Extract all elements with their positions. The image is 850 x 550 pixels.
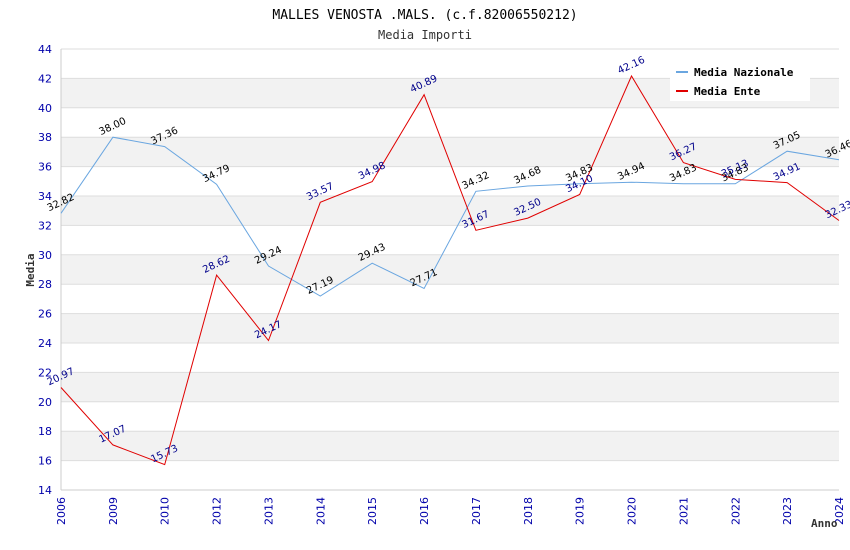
x-tick-label: 2012 [211,497,224,525]
series-lines [60,74,840,466]
grid-band [61,372,839,402]
x-axis-ticks: 2006 2009 2010 2012 2013 2014 2015 2016 2017 2018… [55,497,846,525]
x-tick-label: 2016 [418,497,431,525]
x-tick-label: 2019 [574,497,587,525]
y-tick-label: 34 [38,190,52,203]
y-tick-label: 42 [38,72,52,85]
y-tick-label: 32 [38,219,52,232]
grid-lines [60,48,839,491]
y-tick-label: 18 [38,425,52,438]
x-axis-label: Anno [811,517,838,530]
x-tick-label: 2018 [522,497,535,525]
x-tick-label: 2022 [729,497,742,525]
series-line-nazionale [60,136,840,297]
x-tick-label: 2009 [107,497,120,525]
data-label: 34.32 [461,170,492,192]
y-tick-label: 16 [38,455,52,468]
x-tick-label: 2006 [55,497,68,525]
chart-subtitle: Media Importi [378,28,472,42]
x-tick-label: 2021 [677,497,690,525]
data-label: 34.68 [512,165,543,187]
x-tick-label: 2020 [626,497,639,525]
y-tick-label: 22 [38,366,52,379]
y-tick-label: 30 [38,249,52,262]
legend-label: Media Ente [694,85,761,98]
grid-band [61,196,839,226]
legend-label: Media Nazionale [694,66,794,79]
grid-band [61,431,839,461]
y-tick-label: 44 [38,43,52,56]
legend: Media Nazionale Media Ente [670,60,810,101]
y-axis-ticks: 14 16 18 20 22 24 26 28 30 32 34 36 38 40 42 44 [38,43,52,497]
y-tick-label: 26 [38,308,52,321]
chart-title: MALLES VENOSTA .MALS. (c.f.82006550212) [272,8,577,23]
x-tick-label: 2014 [314,497,327,525]
series-line-ente [60,74,840,466]
x-tick-label: 2023 [781,497,794,525]
y-tick-label: 36 [38,161,52,174]
y-tick-label: 20 [38,396,52,409]
data-label: 38.00 [97,116,128,138]
legend-box [670,60,810,101]
y-tick-label: 38 [38,131,52,144]
x-tick-label: 2024 [833,497,846,525]
y-tick-label: 40 [38,102,52,115]
grid-band [61,254,839,285]
x-tick-label: 2013 [262,497,275,525]
y-tick-label: 14 [38,484,52,497]
y-tick-label: 24 [38,337,52,350]
grid-band [61,313,839,343]
grid-bands [61,78,839,461]
x-tick-label: 2015 [366,497,379,525]
y-tick-label: 28 [38,278,52,291]
y-axis-label: Media [24,253,37,286]
x-tick-label: 2017 [470,497,483,525]
x-tick-label: 2010 [159,497,172,525]
data-label: 42.16 [616,55,647,77]
